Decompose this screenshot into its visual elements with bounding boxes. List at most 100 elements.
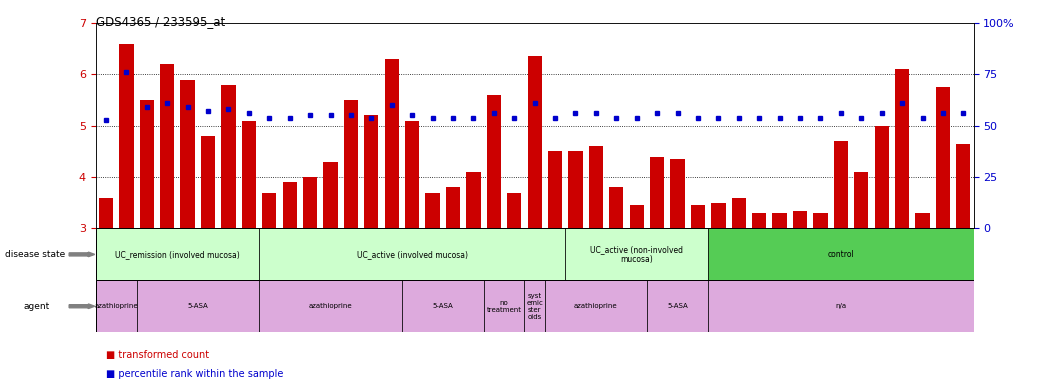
Text: GSM948564: GSM948564 <box>123 232 130 274</box>
Bar <box>218 228 238 288</box>
Text: GSM948579: GSM948579 <box>307 232 313 274</box>
Text: GSM948584: GSM948584 <box>634 232 639 274</box>
Text: n/a: n/a <box>835 303 847 309</box>
Bar <box>426 192 439 228</box>
Bar <box>793 210 808 228</box>
Bar <box>769 228 789 288</box>
Bar <box>545 280 647 332</box>
Text: GSM948583: GSM948583 <box>328 232 333 274</box>
Bar <box>875 126 888 228</box>
Text: GSM948575: GSM948575 <box>286 232 293 274</box>
Bar <box>259 280 402 332</box>
Text: GSM948571: GSM948571 <box>430 232 435 274</box>
Bar <box>585 228 606 288</box>
Text: control: control <box>828 250 854 259</box>
Text: GSM948569: GSM948569 <box>144 232 150 274</box>
Bar <box>160 64 174 228</box>
Bar <box>181 79 195 228</box>
Bar <box>384 59 399 228</box>
Text: GSM948551: GSM948551 <box>736 232 742 274</box>
Bar <box>667 228 687 288</box>
Bar <box>466 172 481 228</box>
Bar <box>528 56 542 228</box>
Bar <box>340 228 361 288</box>
Bar <box>854 172 868 228</box>
Bar <box>565 228 709 280</box>
Bar <box>96 280 136 332</box>
Bar <box>198 228 218 288</box>
Text: GSM948554: GSM948554 <box>797 232 803 274</box>
Bar <box>382 228 402 288</box>
Bar <box>238 228 259 288</box>
Bar <box>851 228 871 288</box>
Bar <box>323 162 337 228</box>
Text: UC_remission (involved mucosa): UC_remission (involved mucosa) <box>115 250 239 259</box>
Text: GSM948574: GSM948574 <box>572 232 579 274</box>
Bar <box>650 157 664 228</box>
Bar <box>772 213 786 228</box>
Bar <box>221 84 235 228</box>
Bar <box>446 187 460 228</box>
Bar <box>157 228 178 288</box>
Bar <box>606 228 627 288</box>
Bar <box>99 198 113 228</box>
Bar <box>344 100 359 228</box>
Bar <box>895 69 910 228</box>
Text: GSM948585: GSM948585 <box>511 232 517 274</box>
Bar <box>711 203 726 228</box>
Bar <box>405 121 419 228</box>
Text: GSM948590: GSM948590 <box>368 232 375 274</box>
Text: GSM948562: GSM948562 <box>961 232 966 274</box>
Text: GSM948588: GSM948588 <box>491 232 497 274</box>
Bar <box>789 228 811 288</box>
Text: GSM948572: GSM948572 <box>654 232 660 274</box>
Bar <box>364 116 379 228</box>
Bar <box>262 192 277 228</box>
Bar <box>732 198 746 228</box>
Bar <box>610 187 624 228</box>
Bar <box>548 151 562 228</box>
Bar <box>568 151 583 228</box>
Text: agent: agent <box>23 302 50 311</box>
Bar <box>752 213 766 228</box>
Bar <box>647 280 709 332</box>
Bar <box>116 228 136 288</box>
Bar <box>912 228 933 288</box>
Bar <box>957 144 970 228</box>
Text: azathioprine: azathioprine <box>95 303 138 309</box>
Text: GSM948565: GSM948565 <box>164 232 170 274</box>
Bar <box>96 228 259 280</box>
Bar <box>687 228 709 288</box>
Bar <box>831 228 851 288</box>
Text: ■ transformed count: ■ transformed count <box>106 350 210 360</box>
Bar <box>729 228 749 288</box>
Bar <box>709 280 974 332</box>
Text: 5-ASA: 5-ASA <box>432 303 453 309</box>
Bar <box>443 228 463 288</box>
Text: 5-ASA: 5-ASA <box>187 303 209 309</box>
Text: GSM948591: GSM948591 <box>388 232 395 274</box>
Bar <box>484 280 525 332</box>
Bar <box>508 192 521 228</box>
Text: ■ percentile rank within the sample: ■ percentile rank within the sample <box>106 369 284 379</box>
Bar <box>300 228 320 288</box>
Text: GSM948553: GSM948553 <box>777 232 783 274</box>
Text: GSM948589: GSM948589 <box>348 232 354 274</box>
Bar <box>915 213 930 228</box>
Bar <box>283 182 297 228</box>
Text: GSM948557: GSM948557 <box>859 232 864 274</box>
Bar <box>871 228 892 288</box>
Text: GSM948581: GSM948581 <box>470 232 477 274</box>
Bar <box>892 228 912 288</box>
Text: GSM948567: GSM948567 <box>205 232 211 274</box>
Bar <box>402 280 484 332</box>
Bar <box>627 228 647 288</box>
Bar <box>565 228 585 288</box>
Bar <box>691 205 705 228</box>
Text: azathioprine: azathioprine <box>309 303 352 309</box>
Bar <box>486 95 501 228</box>
Bar <box>953 228 974 288</box>
Bar <box>201 136 215 228</box>
Bar <box>280 228 300 288</box>
Bar <box>320 228 340 288</box>
